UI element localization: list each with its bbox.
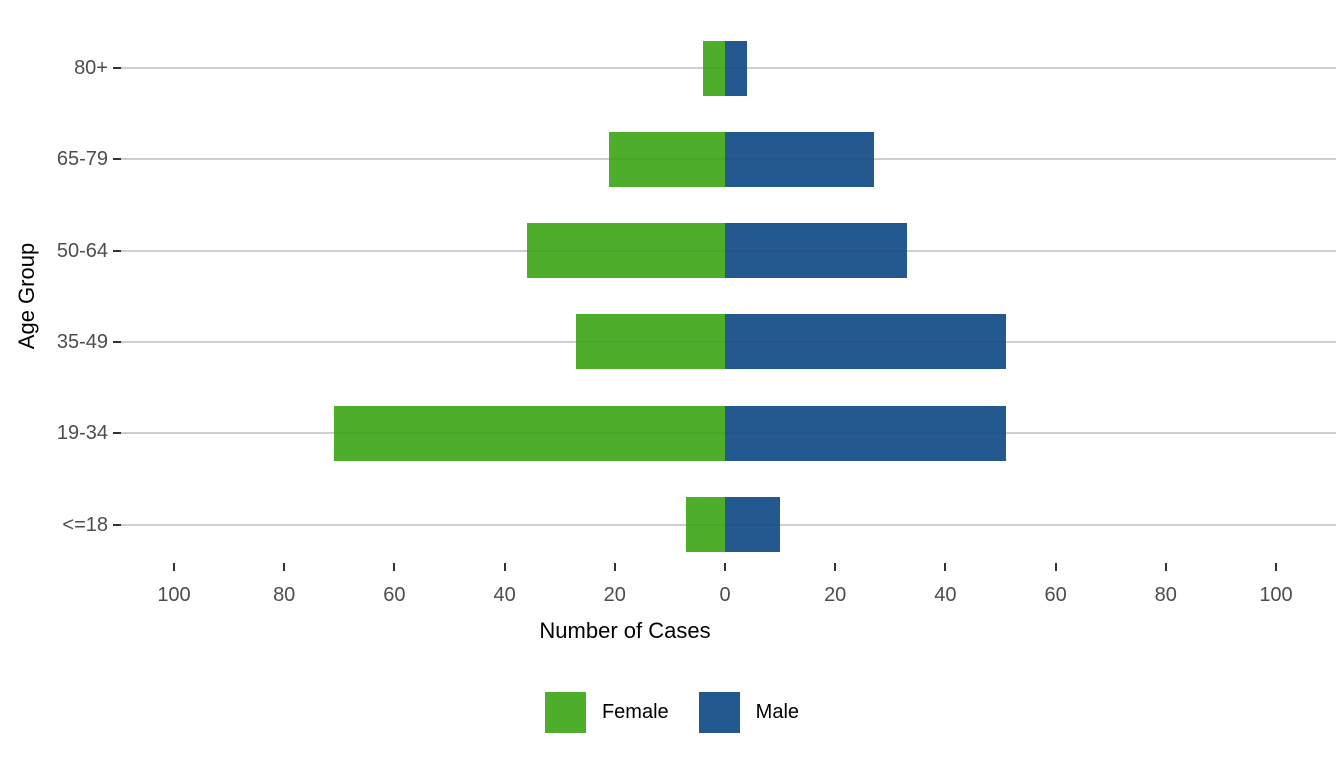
bar-male-50-64 bbox=[725, 223, 907, 279]
x-tick-label-20-4: 20 bbox=[603, 584, 626, 606]
x-tick-label-80-1: 80 bbox=[273, 584, 296, 606]
bar-female-35-49 bbox=[576, 314, 725, 370]
x-tick-label-40-3: 40 bbox=[493, 584, 516, 606]
x-tick-60-8 bbox=[1054, 563, 1057, 571]
x-tick-40-3 bbox=[503, 563, 506, 571]
gridline-overlay-50-64 bbox=[121, 249, 1336, 252]
gridline-overlay-65-79 bbox=[121, 158, 1336, 161]
x-tick-label-60-2: 60 bbox=[383, 584, 406, 606]
bar-male-19-34 bbox=[725, 405, 1006, 461]
x-tick-80-1 bbox=[283, 563, 286, 571]
bar-male-<=18 bbox=[725, 497, 781, 552]
y-tick-35-49 bbox=[113, 340, 121, 343]
x-tick-label-0-5: 0 bbox=[719, 584, 731, 606]
y-tick-label-65-79: 65-79 bbox=[56, 148, 108, 171]
y-tick-label-<=18: <=18 bbox=[62, 513, 108, 536]
legend-label-male: Male bbox=[755, 701, 800, 723]
x-tick-20-6 bbox=[834, 563, 837, 571]
bar-female-<=18 bbox=[686, 497, 725, 552]
x-tick-20-4 bbox=[613, 563, 616, 571]
x-tick-40-7 bbox=[944, 563, 947, 571]
x-tick-label-20-6: 20 bbox=[824, 584, 847, 606]
x-tick-100-10 bbox=[1275, 563, 1277, 571]
legend-item-female: Female bbox=[544, 692, 669, 733]
bar-male-80+ bbox=[725, 40, 748, 96]
legend-item-male: Male bbox=[698, 692, 800, 733]
gridline-overlay-19-34 bbox=[121, 432, 1336, 435]
legend-swatch-male bbox=[698, 692, 740, 733]
x-tick-label-80-9: 80 bbox=[1154, 584, 1177, 606]
x-tick-label-100-10: 100 bbox=[1259, 584, 1293, 606]
y-tick-label-19-34: 19-34 bbox=[56, 422, 108, 445]
x-tick-label-60-8: 60 bbox=[1044, 584, 1067, 606]
y-tick-80+ bbox=[113, 67, 121, 69]
legend-swatch-female bbox=[544, 692, 586, 733]
y-tick-label-35-49: 35-49 bbox=[56, 330, 108, 353]
y-tick-50-64 bbox=[113, 249, 121, 252]
gridline-overlay-80+ bbox=[121, 67, 1336, 69]
bar-female-50-64 bbox=[526, 223, 725, 279]
x-tick-label-40-7: 40 bbox=[934, 584, 957, 606]
bar-male-65-79 bbox=[725, 131, 874, 187]
y-tick-label-50-64: 50-64 bbox=[56, 239, 108, 262]
bar-female-19-34 bbox=[333, 405, 725, 461]
y-tick-<=18 bbox=[113, 523, 121, 526]
x-tick-60-2 bbox=[393, 563, 396, 571]
x-axis-title-row: Number of Cases bbox=[0, 618, 1344, 644]
y-tick-65-79 bbox=[113, 158, 121, 161]
legend-label-female: Female bbox=[601, 701, 669, 723]
x-tick-80-9 bbox=[1164, 563, 1167, 571]
gridline-overlay-<=18 bbox=[121, 523, 1336, 526]
x-axis-title: Number of Cases bbox=[539, 618, 711, 643]
legend: Female Male bbox=[0, 692, 1344, 733]
bar-female-80+ bbox=[702, 40, 725, 96]
x-tick-label-100-0: 100 bbox=[157, 584, 191, 606]
y-tick-19-34 bbox=[113, 432, 121, 435]
gridline-overlay-35-49 bbox=[121, 340, 1336, 343]
y-tick-label-80+: 80+ bbox=[74, 57, 108, 79]
bar-female-65-79 bbox=[609, 131, 725, 187]
x-tick-100-0 bbox=[173, 563, 175, 571]
bar-male-35-49 bbox=[725, 314, 1006, 370]
x-tick-0-5 bbox=[724, 563, 726, 571]
